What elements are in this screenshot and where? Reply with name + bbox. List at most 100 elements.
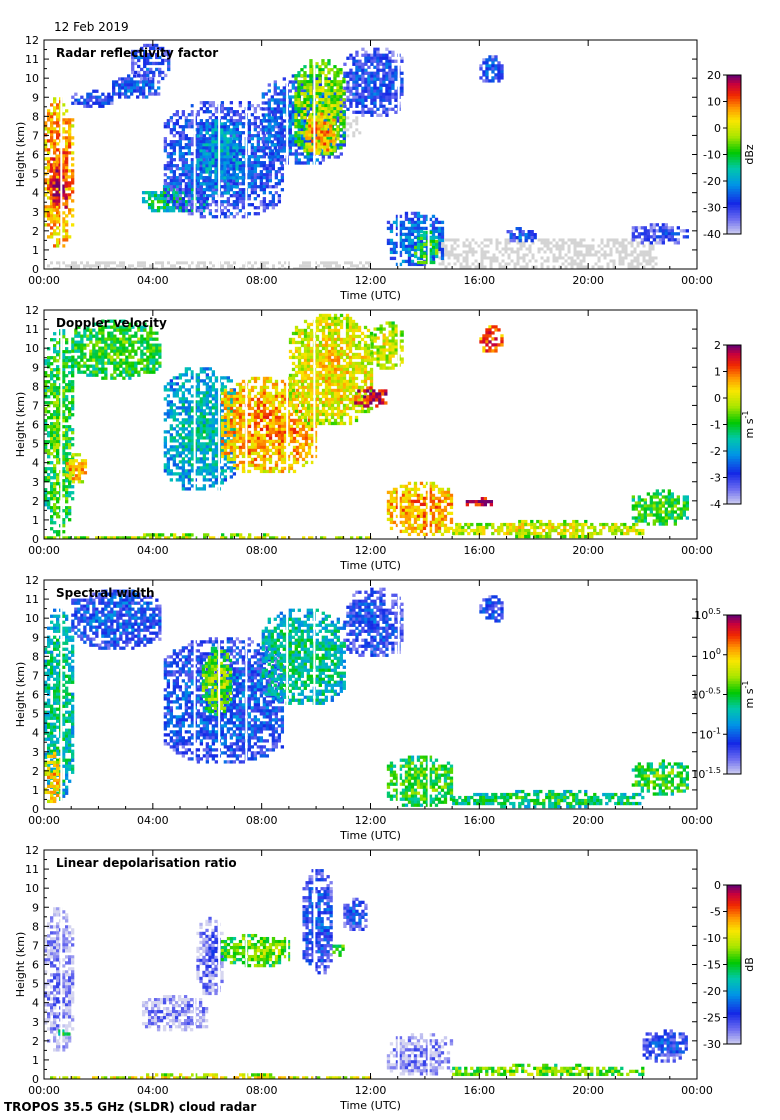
x-tick-label: 12:00 [355, 814, 387, 827]
panel-title: Linear depolarisation ratio [56, 856, 237, 870]
x-tick-label: 00:00 [681, 544, 713, 557]
x-tick-label: 08:00 [246, 274, 278, 287]
x-tick-label: 04:00 [137, 814, 169, 827]
y-tick-label: 1 [32, 1054, 39, 1067]
colorbar-tick-exponent: -1.5 [705, 766, 721, 775]
y-tick-label: 11 [25, 863, 39, 876]
y-tick-label: 2 [32, 225, 39, 238]
colorbar-tick-label: -25 [703, 1012, 721, 1025]
plot-area [44, 850, 697, 1079]
clear-air-region [47, 261, 371, 269]
y-tick-label: 3 [32, 476, 39, 489]
y-tick-label: 0 [32, 1073, 39, 1086]
cloud-region [71, 89, 114, 108]
colorbar: 100.5 100 10-0.5 10-1 10-1.5 m s-1 [691, 607, 756, 781]
colorbar-tick-label: -20 [703, 985, 721, 998]
y-tick-label: 1 [32, 784, 39, 797]
y-tick-label: 7 [32, 129, 39, 142]
y-tick-label: 4 [32, 187, 39, 200]
colorbar: 2 1 0 -1 -2 -3 -4 m s-1 [710, 339, 756, 511]
y-tick-label: 12 [25, 845, 39, 857]
cloud-region [479, 595, 504, 623]
colorbar-tick-label: -2 [710, 445, 721, 458]
x-axis-label: Time (UTC) [339, 829, 401, 842]
colorbar-tick-label: 100 [702, 647, 721, 662]
y-tick-label: 9 [32, 361, 39, 374]
y-tick-label: 10 [25, 72, 39, 85]
y-tick-label: 9 [32, 901, 39, 914]
cloud-region [354, 386, 388, 408]
x-axis-label: Time (UTC) [339, 289, 401, 302]
colorbar: 0 -5 -10 -15 -20 -25 -30 dB [703, 879, 756, 1051]
x-tick-label: 00:00 [681, 814, 713, 827]
cloud-region [141, 995, 209, 1032]
colorbar-tick-label: 10-1 [699, 726, 721, 741]
y-axis-label: Height (km) [14, 662, 27, 728]
y-tick-label: 2 [32, 495, 39, 508]
y-tick-label: 1 [32, 244, 39, 257]
colorbar-label: m s-1 [741, 411, 756, 439]
y-axis-label: Height (km) [14, 392, 27, 458]
cloud-region [332, 944, 345, 957]
colorbar-tick-label: 20 [707, 69, 721, 82]
y-tick-label: 0 [32, 533, 39, 546]
y-tick-label: 7 [32, 939, 39, 952]
y-axis-label: Height (km) [14, 932, 27, 998]
colorbar-tick-label: -30 [703, 202, 721, 215]
y-tick-label: 4 [32, 997, 39, 1010]
x-tick-label: 20:00 [572, 274, 604, 287]
panel-title: Radar reflectivity factor [56, 46, 218, 60]
y-tick-label: 11 [25, 593, 39, 606]
colorbar-tick-label: 0 [714, 392, 721, 405]
y-tick-label: 3 [32, 206, 39, 219]
heatmap-layer [44, 310, 689, 539]
colorbar-label: dB [743, 957, 756, 972]
y-tick-label: 8 [32, 920, 39, 933]
cloud-region [343, 897, 368, 932]
colorbar-tick-label: -40 [703, 228, 721, 241]
y-tick-label: 6 [32, 149, 39, 162]
y-tick-label: 3 [32, 1016, 39, 1029]
colorbar-tick-label: -15 [703, 959, 721, 972]
cloud-region [386, 481, 454, 537]
y-tick-label: 6 [32, 419, 39, 432]
colorbar-tick-exponent: 0 [716, 647, 721, 656]
x-tick-label: 04:00 [137, 274, 169, 287]
y-tick-label: 0 [32, 803, 39, 816]
heatmap-layer [44, 40, 689, 269]
heatmap-layer [44, 580, 689, 809]
cloud-region [131, 43, 171, 81]
x-tick-label: 16:00 [463, 814, 495, 827]
colorbar-tick-label: -10 [703, 932, 721, 945]
x-tick-label: 16:00 [463, 1084, 495, 1097]
x-tick-label: 16:00 [463, 544, 495, 557]
colorbar-tick-label: 2 [714, 339, 721, 352]
cloud-region [631, 223, 689, 245]
y-tick-label: 1 [32, 514, 39, 527]
y-tick-label: 4 [32, 727, 39, 740]
panel-title: Doppler velocity [56, 316, 167, 330]
y-tick-label: 9 [32, 631, 39, 644]
x-tick-label: 20:00 [572, 1084, 604, 1097]
colorbar-label: dBz [743, 144, 756, 165]
colorbar: 20 10 0 -10 -20 -30 -40 dBz [703, 69, 756, 241]
colorbar-tick-label: 0 [714, 122, 721, 135]
x-tick-label: 00:00 [681, 274, 713, 287]
colorbar-label-exponent: -1 [741, 681, 750, 689]
cloud-region [465, 497, 494, 507]
x-tick-label: 08:00 [246, 1084, 278, 1097]
colorbar-tick-exponent: 0.5 [708, 607, 721, 616]
cloud-region [305, 112, 336, 155]
y-tick-label: 12 [25, 305, 39, 317]
cloud-region [479, 325, 504, 353]
x-tick-label: 04:00 [137, 544, 169, 557]
y-tick-label: 12 [25, 575, 39, 587]
cloud-region [452, 519, 645, 539]
cloud-region [479, 55, 504, 83]
x-tick-label: 08:00 [246, 544, 278, 557]
x-tick-label: 00:00 [28, 814, 60, 827]
colorbar-tick-label: -5 [710, 906, 721, 919]
y-tick-label: 10 [25, 882, 39, 895]
x-tick-label: 00:00 [28, 1084, 60, 1097]
